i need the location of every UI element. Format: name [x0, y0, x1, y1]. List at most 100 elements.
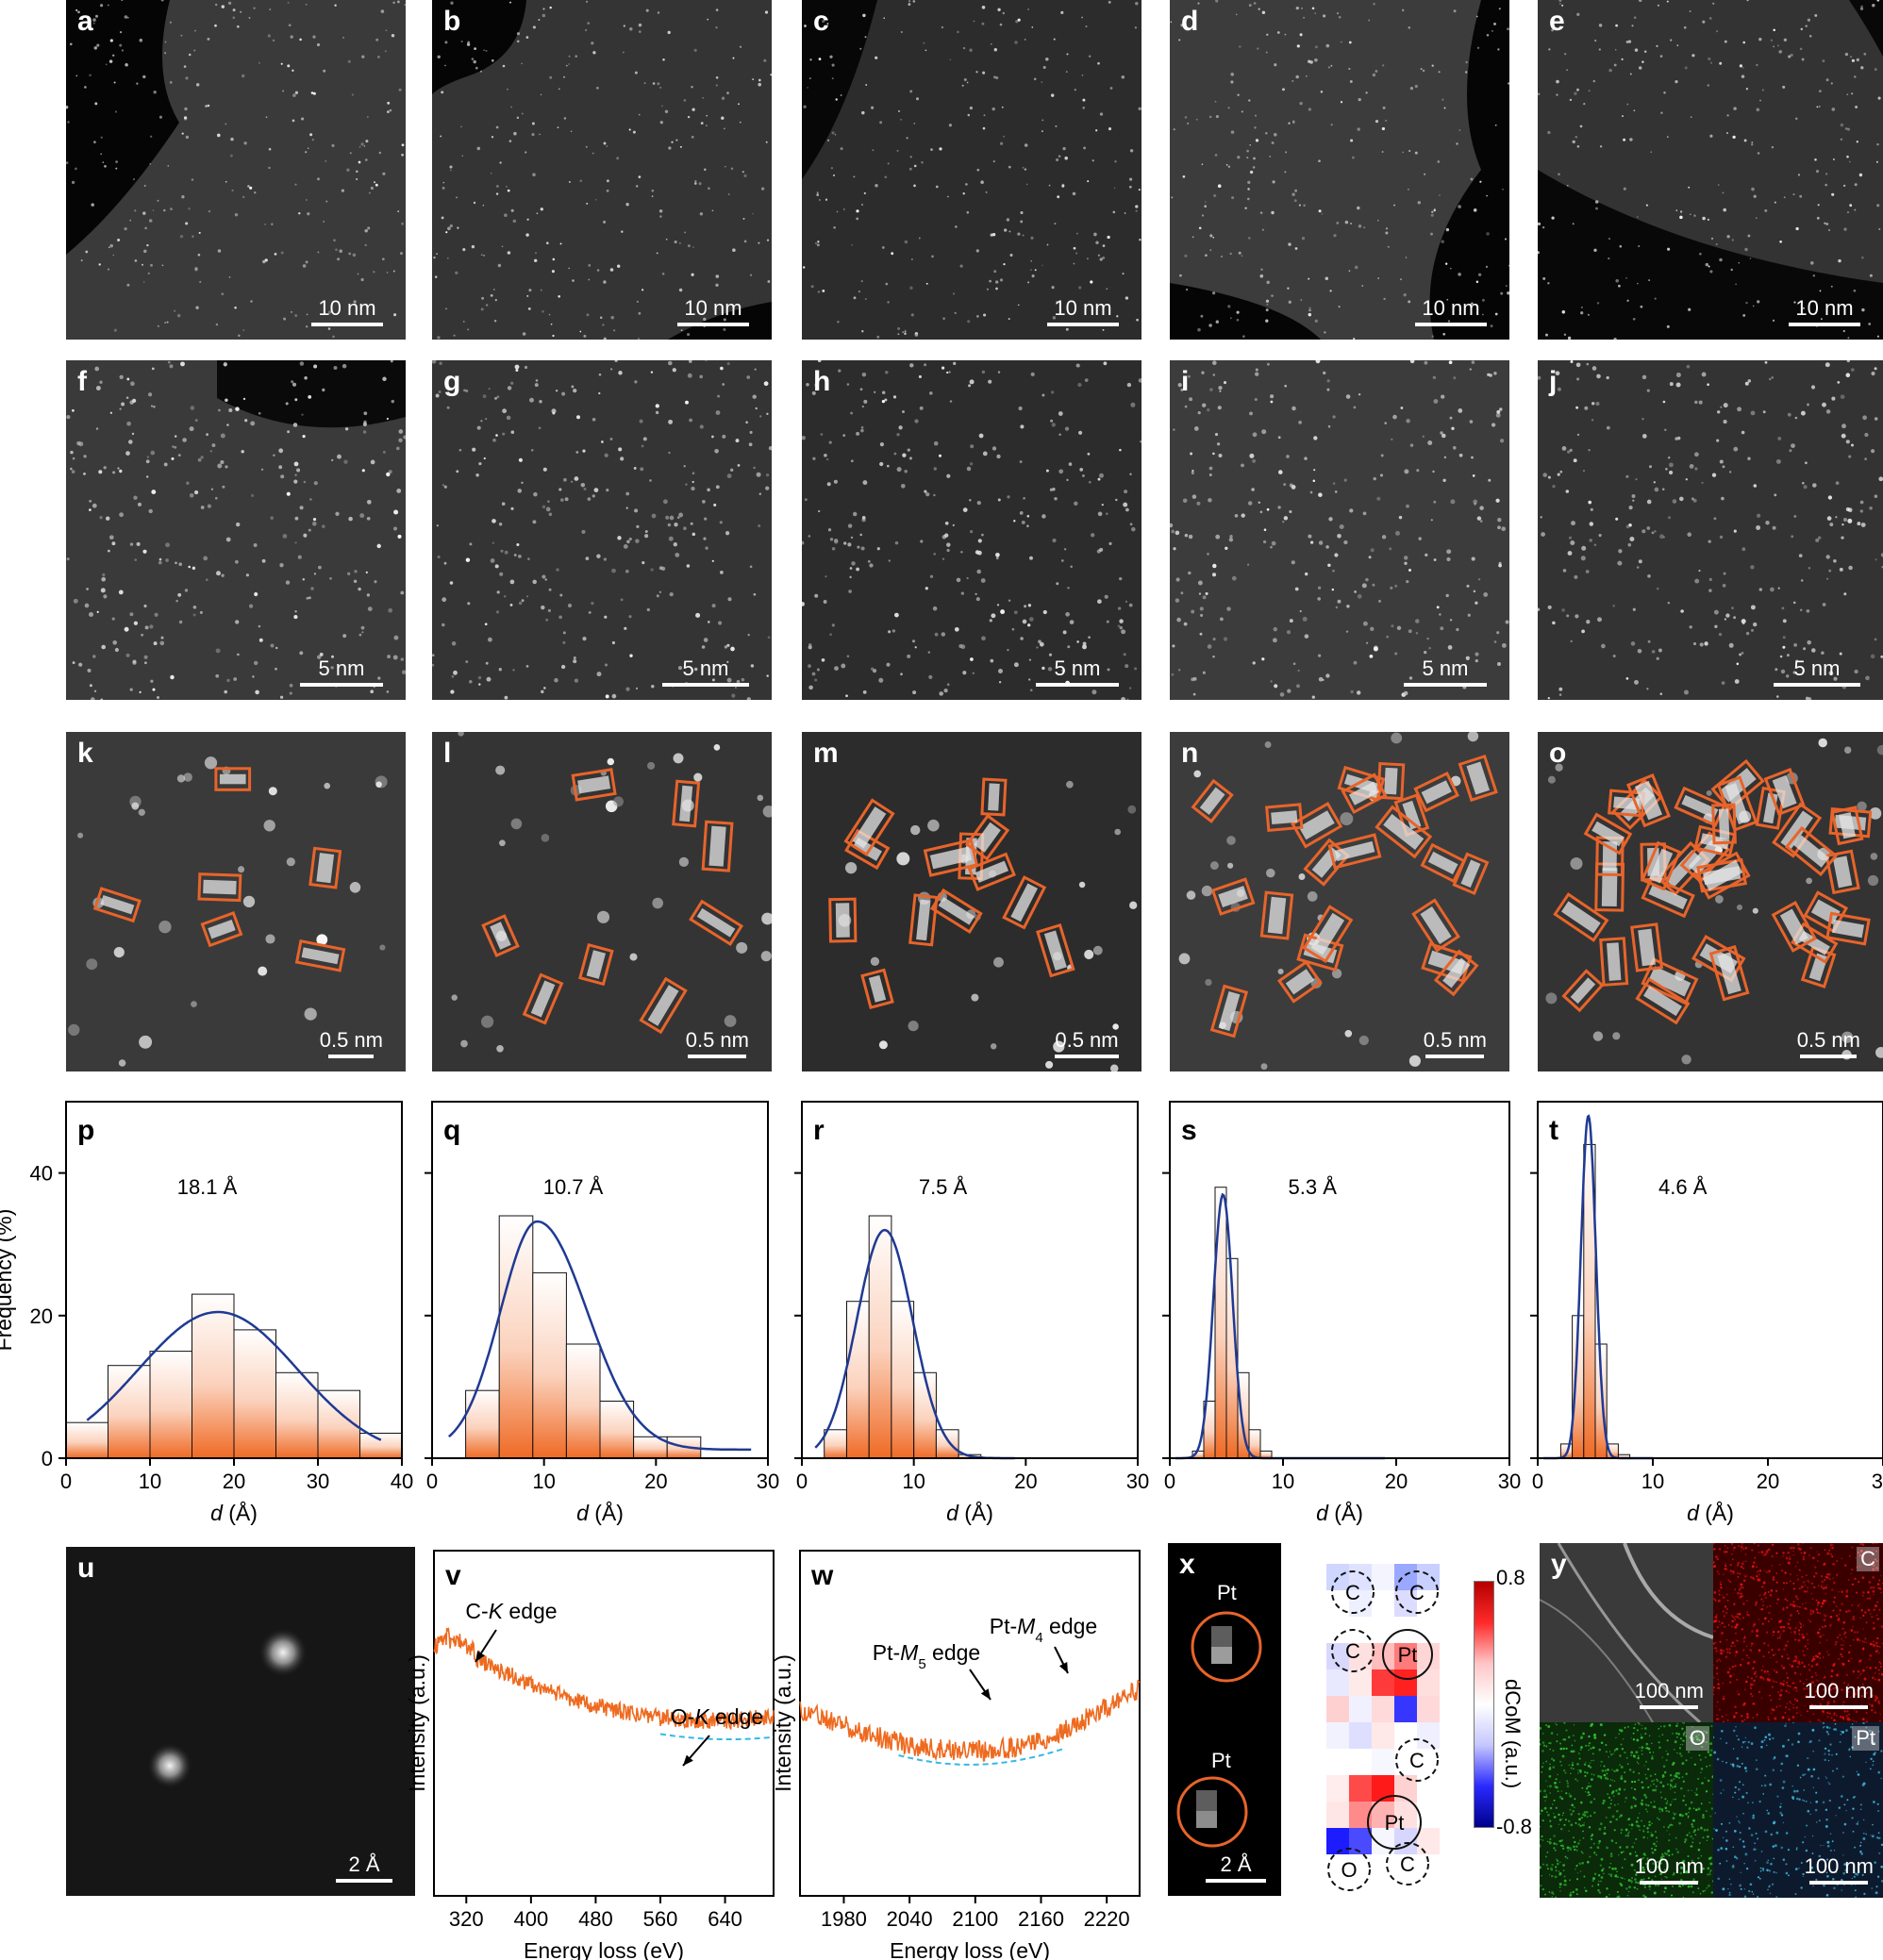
atom-spot: [510, 818, 523, 830]
atom-spot: [1328, 517, 1333, 522]
atom-spot: [545, 618, 549, 622]
atom-spot: [542, 13, 546, 18]
atom-spot: [1295, 6, 1299, 10]
atom-spot: [1013, 520, 1016, 523]
atom-spot: [1445, 593, 1449, 598]
atom-spot: [457, 226, 459, 229]
dcom-cell: [1349, 1643, 1372, 1669]
atom-spot: [1717, 410, 1721, 414]
atom-spot: [549, 6, 552, 9]
atom-spot: [975, 597, 980, 602]
atom-spot: [1408, 150, 1411, 152]
atom-spot: [363, 411, 368, 416]
atom-spot: [100, 588, 106, 593]
atom-spot: [375, 38, 379, 42]
atom-spot: [302, 578, 306, 581]
atom-spot: [667, 360, 673, 366]
atom-spot: [576, 415, 580, 420]
atom-spot: [1800, 27, 1804, 31]
atom-spot: [230, 137, 234, 141]
atom-spot: [562, 640, 566, 644]
atom-spot: [232, 16, 236, 19]
atom-spot: [1585, 570, 1590, 573]
atom-spot: [1247, 501, 1253, 506]
atom-spot: [1541, 225, 1545, 229]
atom-spot: [1765, 520, 1770, 525]
atom-spot: [1372, 583, 1375, 587]
atom-spot: [592, 494, 595, 498]
atom-spot: [1395, 530, 1400, 536]
atom-spot: [1139, 440, 1141, 443]
atom-spot: [1753, 194, 1757, 198]
atom-spot: [573, 388, 577, 393]
atom-spot: [77, 10, 80, 14]
atom-spot: [592, 51, 596, 55]
atom-spot: [1261, 10, 1266, 15]
atom-spot: [1445, 262, 1448, 265]
atom-spot: [1749, 257, 1752, 259]
atom-spot: [1548, 48, 1551, 51]
pt-pair-box: [1561, 969, 1605, 1013]
atom-spot: [1092, 945, 1103, 955]
atom-spot: [620, 598, 624, 602]
atom-spot: [273, 454, 275, 457]
atom-spot: [990, 42, 992, 45]
atom-spot: [956, 577, 961, 583]
atom-spot: [642, 561, 645, 565]
pt-pair-box: [1291, 802, 1343, 849]
atom-spot: [1731, 606, 1734, 609]
atom-spot: [252, 675, 255, 678]
atom-spot: [1745, 301, 1748, 305]
atom-spot: [1236, 310, 1240, 314]
atom-spot: [736, 679, 741, 684]
atom-spot: [942, 366, 945, 370]
atom-spot: [1298, 421, 1302, 424]
atom-marker: [1386, 1842, 1429, 1885]
atom-spot: [885, 371, 889, 374]
atom-spot: [842, 434, 846, 438]
atom-spot: [506, 186, 508, 188]
atom-spot: [1197, 2, 1200, 5]
atom-spot: [628, 537, 632, 541]
atom-spot: [598, 373, 602, 376]
atom-spot: [722, 383, 725, 386]
atom-spot: [623, 543, 628, 549]
atom-spot: [167, 360, 171, 364]
atom-spot: [528, 289, 532, 292]
atom-spot: [1009, 254, 1013, 257]
atom-spot: [513, 554, 517, 556]
atom-spot: [758, 492, 761, 495]
atom-spot: [194, 268, 198, 272]
atom-spot: [1182, 498, 1188, 504]
atom-spot: [1255, 372, 1259, 376]
atom-spot: [1743, 139, 1747, 142]
atom-spot: [389, 108, 392, 112]
atom-spot: [207, 37, 210, 41]
atom-spot: [282, 534, 288, 539]
atom-spot: [1332, 415, 1336, 419]
atom-spot: [552, 257, 556, 261]
atom-spot: [1835, 516, 1838, 519]
atom-spot: [1041, 81, 1043, 83]
x-tick-label: 30: [1498, 1470, 1521, 1493]
atom-spot: [532, 520, 537, 524]
pt-pair-box: [1411, 898, 1460, 953]
atom-spot: [896, 852, 910, 866]
atom-spot: [1065, 611, 1070, 617]
pt-pair-box: [197, 872, 242, 903]
atom-spot: [1353, 338, 1356, 340]
atom-spot: [863, 399, 868, 404]
pt-pair-box: [923, 838, 979, 877]
atom-spot: [910, 824, 921, 836]
panel-letter: q: [443, 1115, 460, 1146]
atom-spot: [1707, 383, 1709, 387]
atom-spot: [1265, 299, 1270, 303]
atom-spot: [1860, 5, 1863, 8]
atom-spot: [623, 25, 625, 27]
atom-spot: [616, 157, 620, 160]
atom-spot: [1041, 119, 1044, 122]
atom-spot: [1628, 506, 1633, 510]
atom-spot: [836, 210, 839, 213]
atom-spot: [322, 388, 325, 392]
atom-spot: [1561, 608, 1565, 612]
